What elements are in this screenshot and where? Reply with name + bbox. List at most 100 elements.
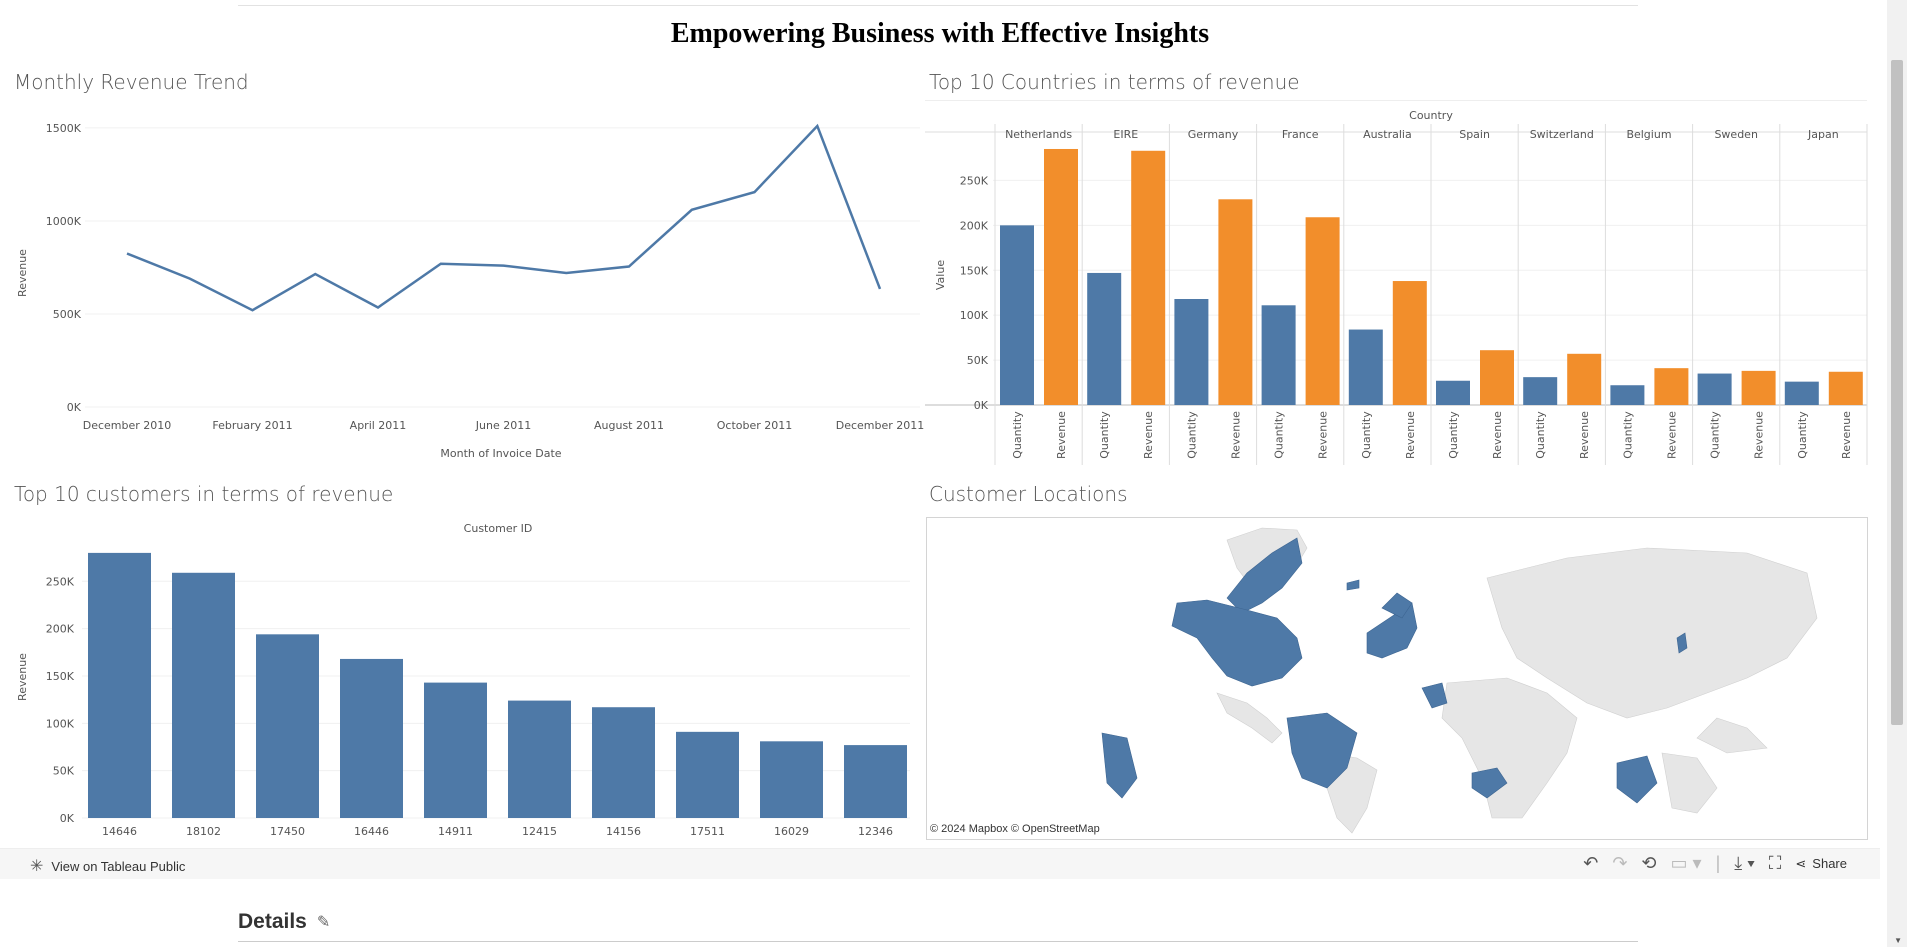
country-y-tick-label: 0K	[974, 399, 989, 412]
measure-label: Revenue	[1753, 411, 1766, 459]
country-bar-revenue[interactable]	[1828, 371, 1863, 405]
monthly-revenue-line-chart[interactable]: 0K 500K 1000K 1500K December 2010 February 2…	[0, 95, 925, 465]
measure-label: Revenue	[1317, 411, 1330, 459]
measure-label: Quantity	[1534, 411, 1547, 459]
undo-icon[interactable]: ↶	[1583, 853, 1599, 873]
details-section[interactable]: Details ✎	[238, 910, 330, 934]
country-y-tick-label: 50K	[967, 354, 989, 367]
country-bar-revenue[interactable]	[1131, 150, 1166, 405]
customer-bar[interactable]	[844, 745, 907, 818]
measure-label: Revenue	[1665, 411, 1678, 459]
customer-y-tick-label: 200K	[46, 623, 75, 636]
bottom-divider	[238, 941, 1638, 942]
customer-id-label: 17511	[690, 825, 725, 838]
customer-locations-map[interactable]	[926, 517, 1868, 840]
country-bar-quantity[interactable]	[1348, 329, 1383, 405]
customer-y-axis-label: Revenue	[16, 653, 29, 701]
revert-icon[interactable]: ⟲	[1641, 853, 1657, 873]
southeast-asia-shape	[1696, 717, 1768, 754]
country-y-axis-label: Value	[934, 260, 947, 290]
customer-bar[interactable]	[256, 634, 319, 818]
customer-bar[interactable]	[424, 682, 487, 818]
country-bar-quantity[interactable]	[1784, 381, 1819, 405]
share-button[interactable]: ⋖ Share	[1795, 856, 1847, 872]
country-bar-quantity[interactable]	[1087, 272, 1122, 405]
country-bar-revenue[interactable]	[1654, 368, 1689, 405]
line-x-tick-label: October 2011	[717, 419, 793, 432]
customer-bar[interactable]	[592, 707, 655, 818]
country-label: Germany	[1188, 128, 1239, 141]
pencil-icon[interactable]: ✎	[316, 914, 331, 931]
line-x-tick-label: August 2011	[594, 419, 664, 432]
customer-bar[interactable]	[340, 658, 403, 818]
country-bar-quantity[interactable]	[1000, 225, 1034, 405]
line-chart-title: Monthly Revenue Trend	[14, 70, 249, 94]
customer-id-label: 18102	[186, 825, 221, 838]
country-bar-revenue[interactable]	[1567, 353, 1602, 405]
country-bar-quantity[interactable]	[1697, 373, 1732, 405]
customer-y-tick-label: 150K	[46, 670, 75, 683]
fullscreen-icon[interactable]: ⛶	[1768, 853, 1782, 873]
country-bar-quantity[interactable]	[1523, 377, 1558, 405]
scroll-down-arrow-icon[interactable]: ▼	[1894, 936, 1902, 945]
canada-arctic-shape	[1226, 537, 1303, 614]
middle-east-shape	[1421, 682, 1448, 709]
tableau-toolbar	[0, 848, 1880, 879]
download-icon[interactable]: ⤓ ▾	[1734, 853, 1755, 873]
line-y-ticks: 0K 500K 1000K 1500K	[46, 122, 82, 414]
measure-label: Revenue	[1840, 411, 1853, 459]
japan-shape	[1676, 632, 1688, 654]
top-countries-bar-chart[interactable]: Country 0K 50K 100K 150K 200K 250K Netherland…	[925, 100, 1870, 470]
country-label: Switzerland	[1530, 128, 1594, 141]
refresh-icon[interactable]: ▭ ▾	[1670, 853, 1702, 873]
country-bar-revenue[interactable]	[1044, 148, 1078, 406]
customer-bar[interactable]	[172, 572, 235, 818]
customer-bars: 14646 18102 17450 16446 14911 12415 14156 17511…	[88, 552, 907, 838]
customer-countries	[1101, 537, 1688, 804]
measure-label: Quantity	[1447, 411, 1460, 459]
country-bar-quantity[interactable]	[1174, 299, 1209, 405]
customer-bar[interactable]	[760, 741, 823, 818]
map-title: Customer Locations	[929, 482, 1128, 506]
country-bar-quantity[interactable]	[1610, 385, 1645, 405]
country-bar-revenue[interactable]	[1305, 217, 1340, 405]
customer-bar[interactable]	[88, 552, 151, 818]
customer-id-label: 17450	[270, 825, 305, 838]
measure-label: Quantity	[1360, 411, 1373, 459]
customer-y-tick-label: 0K	[60, 812, 75, 825]
country-y-tick-label: 200K	[960, 219, 989, 232]
view-on-tableau-link[interactable]: ✳ View on Tableau Public	[30, 856, 185, 876]
revenue-line	[126, 123, 882, 312]
customer-id-label: 12415	[522, 825, 557, 838]
customer-id-label: 14646	[102, 825, 137, 838]
south-africa-shape	[1471, 767, 1508, 799]
iceland-shape	[1346, 579, 1360, 591]
share-label: Share	[1812, 856, 1847, 871]
country-bar-revenue[interactable]	[1741, 370, 1776, 405]
africa-shape	[1441, 677, 1578, 819]
country-bar-revenue[interactable]	[1392, 281, 1427, 405]
measure-label: Revenue	[1229, 411, 1242, 459]
customer-y-ticks: 0K 50K 100K 150K 200K 250K	[46, 575, 75, 825]
measure-label: Revenue	[1142, 411, 1155, 459]
view-on-tableau-label: View on Tableau Public	[51, 858, 186, 874]
customer-bar[interactable]	[676, 731, 739, 818]
line-x-tick-label: February 2011	[212, 419, 292, 432]
scrollbar-thumb[interactable]	[1891, 60, 1903, 725]
chile-shape	[1101, 732, 1138, 799]
country-bar-quantity[interactable]	[1261, 305, 1296, 405]
redo-icon[interactable]: ↷	[1612, 853, 1628, 873]
country-bar-revenue[interactable]	[1480, 350, 1514, 405]
measure-label: Revenue	[1404, 411, 1417, 459]
customer-bar[interactable]	[508, 700, 571, 818]
line-y-tick-label: 0K	[67, 401, 82, 414]
australia-east-shape	[1661, 752, 1718, 814]
country-label: France	[1282, 128, 1319, 141]
country-bar-revenue[interactable]	[1218, 199, 1253, 405]
scandinavia-shape	[1381, 592, 1413, 619]
country-bar-quantity[interactable]	[1436, 380, 1470, 405]
country-label: Belgium	[1626, 128, 1671, 141]
australia-shape	[1616, 755, 1658, 804]
measure-label: Revenue	[1491, 411, 1504, 459]
